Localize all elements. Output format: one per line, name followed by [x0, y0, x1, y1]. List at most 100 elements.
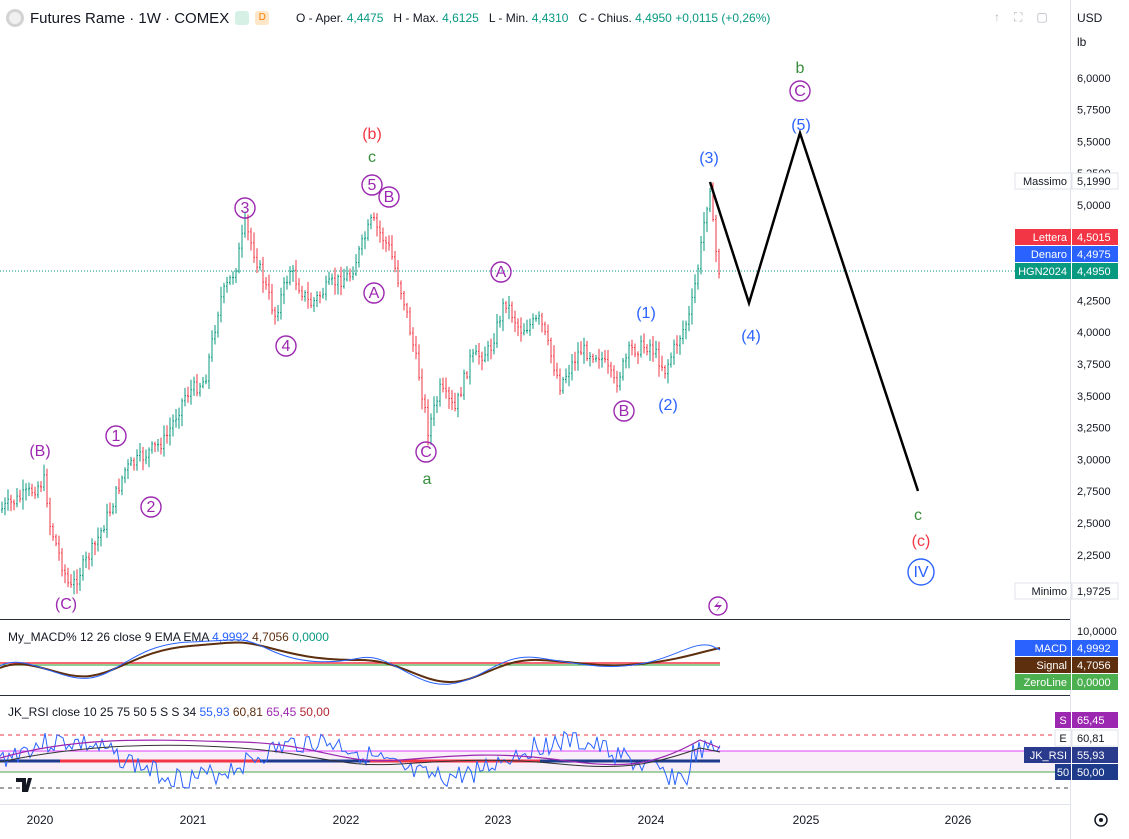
- time-tick: 2021: [180, 813, 207, 827]
- wave-label: a: [423, 471, 432, 488]
- wave-label: 2: [147, 499, 156, 516]
- wave-label-circle: [907, 558, 935, 586]
- macd-label-box: [1015, 657, 1071, 673]
- wave-label-circle: [415, 441, 437, 463]
- rsi-curve: [0, 730, 721, 789]
- forecast: [708, 128, 920, 492]
- price-label-box: [1014, 172, 1072, 190]
- price-label-name: Lettera: [1033, 232, 1068, 244]
- rsi-label-name: JK_RSI: [1030, 750, 1067, 762]
- wave-label: 4: [282, 338, 291, 355]
- macd-legend-v3: 0,0000: [292, 630, 329, 644]
- maximize-icon[interactable]: ▢: [1036, 10, 1048, 24]
- wave-label-circle: [613, 400, 635, 422]
- rsi-legend-title: JK_RSI close 10 25 75 50 5 S S 34: [8, 705, 197, 719]
- symbol-icon[interactable]: [6, 9, 24, 27]
- macd-curve: [0, 639, 721, 685]
- price-tick: 3,5000: [1077, 391, 1111, 403]
- macd-label-name: Signal: [1036, 660, 1067, 672]
- price-tick: 3,2500: [1077, 423, 1111, 435]
- time-tick: 2022: [333, 813, 360, 827]
- wave-label: 3: [241, 200, 250, 217]
- ohlc-high-value: 4,6125: [442, 11, 479, 25]
- rsi-label-box: [1055, 712, 1071, 728]
- price-tick: 3,7500: [1077, 359, 1111, 371]
- price-value: 1,9725: [1077, 586, 1111, 598]
- wave-label: (1): [636, 305, 656, 322]
- wave-label-circle: [789, 80, 811, 102]
- wave-label: (b): [362, 126, 382, 143]
- rsi-legend-v2: 60,81: [232, 705, 263, 719]
- time-tick: 2023: [485, 813, 512, 827]
- time-tick: 2025: [793, 813, 820, 827]
- rsi-signal-curve: [0, 739, 721, 766]
- macd-tick: 10,0000: [1077, 626, 1117, 638]
- macd-label-name: ZeroLine: [1024, 677, 1067, 689]
- ohlc-legend: O - Aper. 4,4475 H - Max. 4,6125 L - Min…: [296, 11, 770, 25]
- rsi-label-name: E: [1059, 733, 1066, 745]
- wave-label-circle: [234, 197, 256, 219]
- rsi-value-box: [1072, 764, 1118, 780]
- currency-selector[interactable]: USD: [1077, 11, 1103, 25]
- macd-label-name: MACD: [1035, 643, 1067, 655]
- wave-label: (4): [741, 328, 761, 345]
- macd-pane: 10,0000 MACD 4,9992 Signal 4,7056 ZeroLine 0,0…: [0, 626, 1118, 690]
- ohlc-low-key: L - Min.: [488, 11, 529, 25]
- wave-label: b: [796, 60, 805, 77]
- gear-icon[interactable]: [1094, 813, 1108, 827]
- top-icons: ↑ ⛶ ▢: [994, 10, 1048, 25]
- wave-label: IV: [913, 564, 928, 581]
- wave-label-circle: [361, 174, 383, 196]
- wave-label: c: [368, 149, 376, 166]
- price-tick: 2,7500: [1077, 486, 1111, 498]
- wave-label: 5: [368, 177, 377, 194]
- price-label-name: Denaro: [1031, 249, 1067, 261]
- price-tick: 6,0000: [1077, 73, 1111, 85]
- wave-label: (c): [912, 533, 931, 550]
- rsi-label-box: [1024, 747, 1071, 763]
- price-tick: 5,5000: [1077, 136, 1111, 148]
- rsi-label-name: 50: [1057, 767, 1069, 779]
- wave-labels: (B)(C)12345BA(b)cCaAB(1)(2)(3)(4)(5)bCc(…: [29, 60, 935, 616]
- rsi-value: 55,93: [1077, 750, 1105, 762]
- delay-badge[interactable]: D: [255, 11, 270, 25]
- arrow-up-icon[interactable]: ↑: [994, 10, 1000, 24]
- price-label-name: Minimo: [1032, 586, 1067, 598]
- wave-label: B: [384, 189, 395, 206]
- tradingview-logo: [16, 778, 32, 792]
- rsi-value-box: [1072, 712, 1118, 728]
- rsi-label-box: [1054, 729, 1072, 747]
- rsi-label-name: S: [1059, 715, 1066, 727]
- wave-label-circle: [378, 186, 400, 208]
- time-tick: 2026: [945, 813, 972, 827]
- grid: [0, 0, 1071, 839]
- price-tick: 4,0000: [1077, 327, 1111, 339]
- rsi-value-box: [1072, 747, 1118, 763]
- wave-projection-path: [708, 128, 920, 492]
- alert-icon[interactable]: [708, 596, 728, 616]
- wave-label: C: [420, 444, 432, 461]
- fullscreen-icon[interactable]: ⛶: [1014, 10, 1023, 24]
- ohlc-close-key: C - Chius.: [578, 11, 632, 25]
- wave-label: (5): [791, 117, 811, 134]
- unit-selector[interactable]: lb: [1077, 35, 1087, 49]
- wave-label-circle: [105, 425, 127, 447]
- price-value: 4,4950: [1077, 266, 1111, 278]
- price-value: 5,1990: [1077, 176, 1111, 188]
- ohlc-open-key: O - Aper.: [296, 11, 344, 25]
- price-tick: 5,7500: [1077, 105, 1111, 117]
- symbol-title[interactable]: Futures Rame · 1W · COMEX: [30, 9, 230, 27]
- rsi-legend-v4: 50,00: [299, 705, 330, 719]
- rsi-ema-curve: [0, 744, 721, 768]
- price-value: 4,4975: [1077, 249, 1111, 261]
- wave-label: c: [914, 507, 922, 524]
- wave-label: (C): [55, 596, 77, 613]
- badge-green: [235, 11, 250, 25]
- price-value-box: [1072, 246, 1118, 262]
- price-value-box: [1072, 263, 1118, 279]
- wave-label: (3): [699, 150, 719, 167]
- macd-label-box: [1015, 640, 1071, 656]
- macd-value-box: [1072, 640, 1118, 656]
- macd-value: 0,0000: [1077, 677, 1111, 689]
